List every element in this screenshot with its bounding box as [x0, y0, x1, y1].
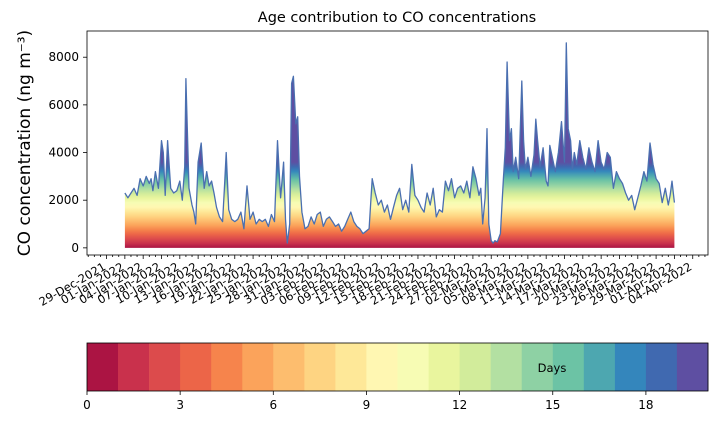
- y-tick-label: 4000: [48, 146, 79, 160]
- colorbar-bin: [273, 343, 305, 391]
- colorbar-bin: [676, 343, 709, 391]
- colorbar-bin: [397, 343, 429, 391]
- colorbar-tick-label: 6: [269, 398, 277, 412]
- y-axis-label: CO concentration (ng m⁻³): [15, 30, 35, 256]
- chart-title: Age contribution to CO concentrations: [258, 10, 536, 26]
- colorbar-tick-label: 3: [176, 398, 184, 412]
- colorbar-bin: [459, 343, 492, 391]
- y-axis: 0 2000 4000 6000 8000: [48, 50, 87, 255]
- colorbar-bin: [366, 343, 398, 391]
- colorbar-bin: [242, 343, 274, 391]
- colorbar-bin: [149, 343, 181, 391]
- colorbar-bin: [180, 343, 212, 391]
- colorbar-tick-label: 18: [638, 398, 653, 412]
- colorbar-bin: [521, 343, 554, 391]
- colorbar-tick-label: 12: [452, 398, 467, 412]
- colorbar-bin: [118, 343, 150, 391]
- colorbar: 0 3 6 9 12 15 18: [83, 342, 709, 412]
- colorbar-bin: [335, 343, 367, 391]
- x-axis: 29-Dec-202101-Jan-202204-Jan-202207-Jan-…: [37, 255, 706, 309]
- colorbar-bin: [614, 343, 647, 391]
- colorbar-tick-label: 15: [545, 398, 560, 412]
- colorbar-bin: [304, 343, 336, 391]
- colorbar-bin: [645, 343, 678, 391]
- y-tick-label: 0: [71, 241, 79, 255]
- colorbar-bin: [583, 343, 616, 391]
- colorbar-frame: [86, 342, 709, 392]
- colorbar-tick-label: 9: [363, 398, 371, 412]
- age-stack-area: [124, 42, 675, 248]
- colorbar-tick-label: 0: [83, 398, 91, 412]
- y-tick-label: 6000: [48, 98, 79, 112]
- colorbar-bin: [211, 343, 243, 391]
- colorbar-label: Days: [538, 361, 567, 375]
- total-series-line: [124, 42, 676, 244]
- colorbar-bin: [428, 343, 460, 391]
- y-tick-label: 2000: [48, 193, 79, 207]
- colorbar-bin: [552, 343, 585, 391]
- colorbar-bin: [87, 343, 119, 391]
- plot-area: [124, 42, 676, 248]
- colorbar-bin: [490, 343, 523, 391]
- axes-frame: [86, 30, 709, 256]
- y-tick-label: 8000: [48, 50, 79, 64]
